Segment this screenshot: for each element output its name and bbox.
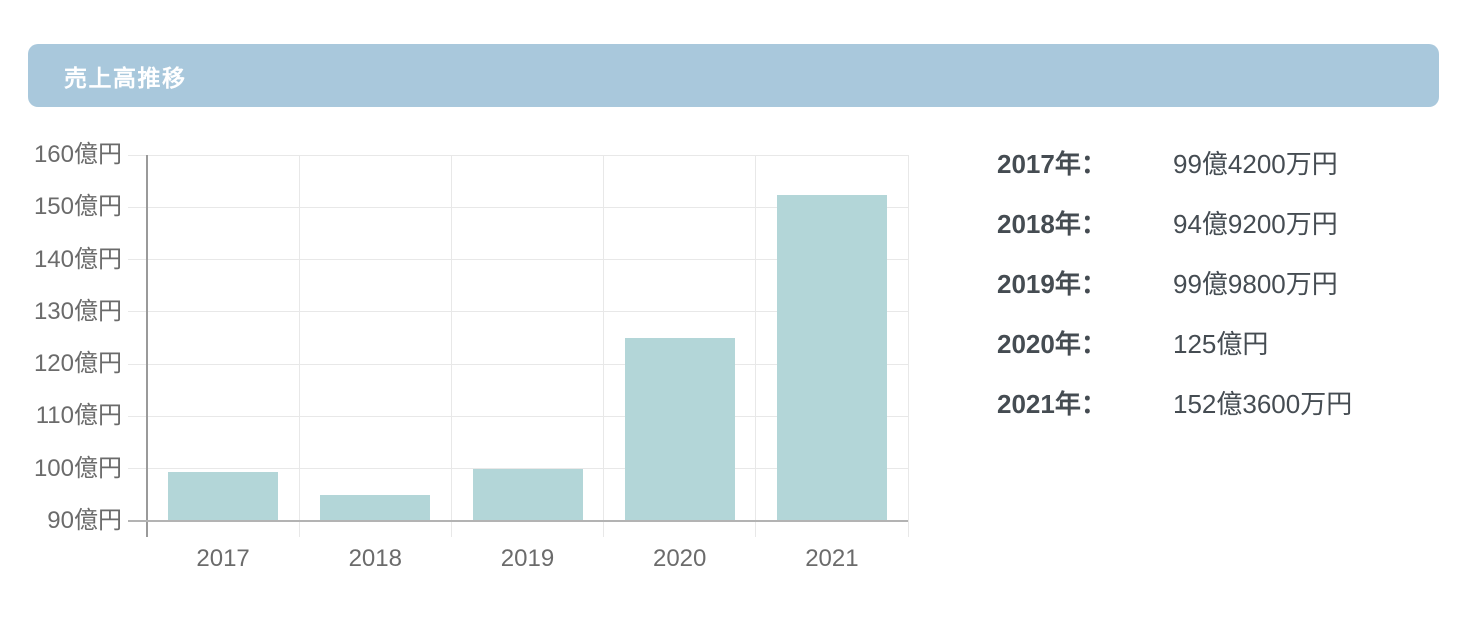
v-gridline (907, 155, 909, 537)
x-tick-label: 2021 (805, 545, 859, 572)
list-year-label: 2020年： (997, 329, 1107, 359)
page-title: 売上高推移 (64, 64, 187, 91)
h-gridline (128, 415, 908, 417)
list-year-label: 2018年： (997, 209, 1107, 239)
list-row: 2020年： 125億円 (997, 329, 1352, 359)
list-row: 2019年： 99億9800万円 (997, 269, 1352, 299)
list-row: 2017年： 99億4200万円 (997, 149, 1352, 179)
bar-2018 (320, 495, 431, 521)
sales-value-list: 2017年： 99億4200万円 2018年： 94億9200万円 2019年： 99億9… (997, 149, 1352, 449)
sales-bar-chart: 160億円 150億円 140億円 130億円 120億円 110億円 100億円 90億円 2… (34, 142, 909, 572)
y-tick-label: 110億円 (35, 402, 122, 430)
x-tick-label: 2020 (652, 545, 707, 572)
list-row: 2021年： 152億3600万円 (997, 389, 1352, 419)
y-tick-label: 150億円 (33, 193, 122, 221)
h-gridline (128, 468, 908, 470)
v-gridline (755, 155, 757, 537)
v-gridline (450, 155, 452, 537)
list-year-label: 2019年： (997, 269, 1107, 299)
h-gridline (128, 154, 908, 156)
list-value: 125億円 (1173, 329, 1269, 359)
h-gridline (128, 206, 908, 208)
bar-2017 (168, 471, 279, 521)
y-axis-line (146, 155, 148, 537)
y-tick-label: 100億円 (33, 454, 122, 482)
list-value: 94億9200万円 (1173, 209, 1338, 239)
v-gridline (298, 155, 300, 537)
y-tick-label: 130億円 (33, 297, 122, 325)
list-value: 99億4200万円 (1173, 149, 1338, 179)
h-gridline (128, 259, 908, 261)
section-header-banner: 売上高推移 (28, 44, 1439, 107)
list-year-label: 2017年： (997, 149, 1107, 179)
list-value: 99億9800万円 (1173, 269, 1338, 299)
y-tick-label: 90億円 (47, 507, 122, 534)
bar-2019 (472, 468, 583, 521)
x-tick-label: 2018 (348, 545, 402, 572)
y-tick-label: 120億円 (33, 350, 122, 378)
bar-2021 (776, 194, 887, 521)
x-axis-baseline (128, 520, 908, 522)
list-row: 2018年： 94億9200万円 (997, 209, 1352, 239)
list-year-label: 2021年： (997, 389, 1107, 419)
y-tick-label: 140億円 (33, 245, 122, 273)
x-tick-label: 2017 (196, 545, 250, 572)
x-tick-label: 2019 (500, 545, 555, 572)
h-gridline (128, 311, 908, 313)
h-gridline (128, 363, 908, 365)
bar-2020 (624, 338, 735, 521)
list-value: 152億3600万円 (1173, 389, 1353, 419)
v-gridline (603, 155, 605, 537)
y-tick-label: 160億円 (33, 141, 122, 168)
